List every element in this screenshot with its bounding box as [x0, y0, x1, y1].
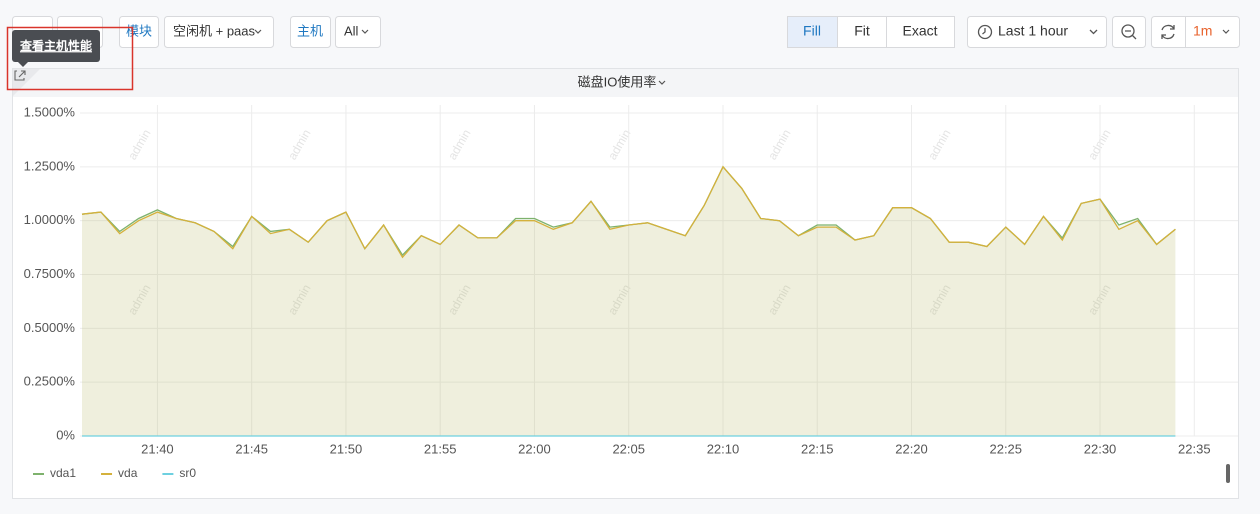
chevron — [1222, 29, 1230, 34]
fit-button-text[interactable]: Fit — [854, 23, 870, 39]
y-tick-label: 1.0000% — [24, 212, 76, 227]
variable-select[interactable] — [164, 16, 274, 48]
variable-value[interactable]: All — [344, 23, 359, 38]
variable-label — [119, 16, 159, 48]
x-tick-label: 22:15 — [801, 441, 834, 456]
external-link-icon[interactable] — [14, 70, 26, 81]
area — [82, 166, 1176, 437]
tooltip-arrow — [18, 62, 28, 67]
variable-select[interactable] — [335, 16, 381, 48]
y-tick-label: 1.2500% — [24, 158, 76, 173]
tooltip-text: 查看主机性能 — [19, 38, 92, 53]
x-tick-label: 22:05 — [612, 441, 645, 456]
area — [82, 166, 1176, 437]
exact-button-text[interactable]: Exact — [902, 23, 937, 39]
y-tick-label: 0.7500% — [24, 266, 76, 281]
legend-label[interactable]: vda1 — [50, 466, 76, 480]
legend-label[interactable]: vda — [118, 466, 138, 480]
chevron — [1089, 29, 1098, 35]
legend-label[interactable]: sr0 — [179, 466, 196, 480]
refresh-icon — [1161, 24, 1175, 40]
time-range[interactable]: Last 1 hour — [998, 23, 1068, 39]
chevron — [361, 29, 369, 34]
zoom-icon — [1121, 24, 1135, 38]
scrollbar — [1226, 464, 1230, 483]
refresh-picker[interactable] — [1151, 16, 1240, 48]
refresh-interval[interactable]: 1m — [1193, 23, 1212, 39]
panel — [12, 68, 1239, 499]
y-tick-label: 1.5000% — [24, 104, 76, 119]
clock-hand — [982, 28, 986, 35]
variable-label-text: 模块 — [126, 23, 152, 38]
x-tick-label: 22:35 — [1178, 441, 1211, 456]
y-tick-label: 0.5000% — [24, 320, 76, 335]
fit-button[interactable] — [837, 16, 887, 48]
zoom-out-button[interactable] — [1112, 16, 1146, 48]
x-tick-label: 22:00 — [518, 441, 551, 456]
time-picker[interactable] — [967, 16, 1107, 48]
x-tick-label: 22:20 — [895, 441, 928, 456]
clock-icon — [977, 24, 993, 40]
highlight-box — [6, 26, 134, 91]
x-tick-label: 22:10 — [707, 441, 740, 456]
fill-button-text[interactable]: Fill — [803, 23, 821, 39]
plot: admin admin admin admin admin admin adminadmin… — [24, 104, 1238, 480]
series-line — [81, 165, 1176, 259]
exact-button[interactable] — [886, 16, 955, 48]
tooltip — [12, 30, 100, 62]
x-tick-label: 21:55 — [424, 441, 457, 456]
y-tick-label: 0.2500% — [24, 374, 76, 389]
y-tick-label: 0% — [56, 427, 75, 442]
x-tick-label: 22:30 — [1084, 441, 1117, 456]
variable-label-text: 主机 — [297, 23, 323, 38]
fill-button[interactable] — [787, 16, 838, 48]
x-tick-label: 21:45 — [235, 441, 268, 456]
x-tick-label: 21:50 — [330, 441, 363, 456]
variable-label — [290, 16, 331, 48]
x-tick-label: 22:25 — [989, 441, 1022, 456]
panel-title[interactable]: 磁盘IO使用率 — [578, 74, 657, 89]
zoom-icon-lines — [1125, 30, 1137, 40]
panel-header — [13, 69, 1238, 97]
x-tick-label: 21:40 — [141, 441, 174, 456]
variable-value[interactable]: 空闲机 + paas — [173, 23, 256, 38]
chevron — [658, 80, 666, 85]
chevron — [254, 29, 262, 34]
